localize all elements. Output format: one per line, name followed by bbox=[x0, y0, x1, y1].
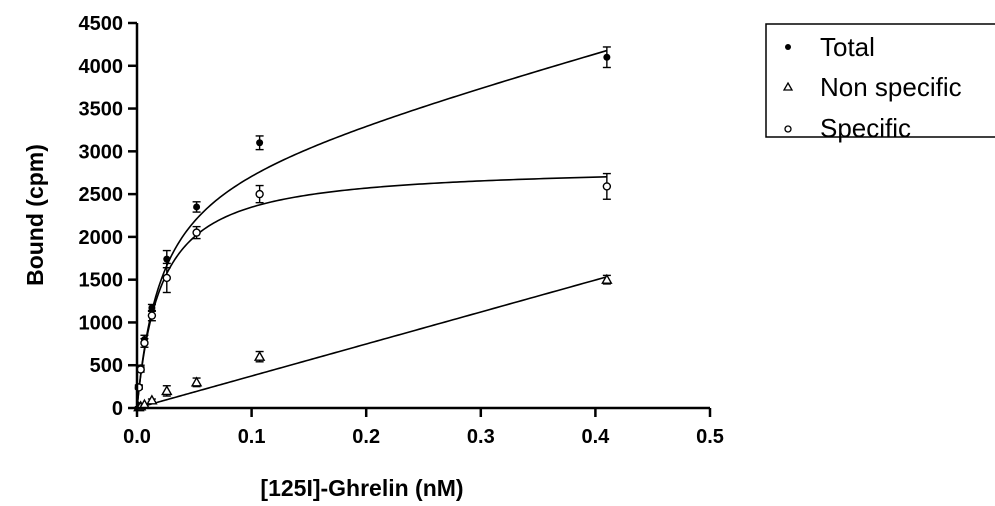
y-tick-label: 3000 bbox=[79, 141, 124, 163]
y-tick-label: 2500 bbox=[79, 184, 124, 206]
fit-curve-specific bbox=[136, 176, 607, 409]
data-point-nonspecific bbox=[190, 376, 203, 387]
y-tick-label: 1500 bbox=[79, 270, 124, 292]
plot-area bbox=[133, 46, 613, 412]
y-tick-label: 3500 bbox=[79, 99, 124, 121]
x-tick-label: 0.1 bbox=[238, 426, 266, 448]
series-specific bbox=[134, 172, 612, 392]
data-point-total bbox=[163, 255, 171, 263]
legend-box bbox=[765, 23, 995, 138]
y-tick-label: 500 bbox=[90, 355, 123, 377]
legend-item-nonspecific: Non specific bbox=[782, 72, 962, 102]
y-tick-label: 4500 bbox=[79, 13, 124, 35]
legend: Total Non specific Specific bbox=[765, 23, 995, 143]
series-total bbox=[134, 46, 611, 391]
data-point-specific bbox=[255, 189, 264, 199]
y-tick-label: 4000 bbox=[79, 56, 124, 78]
data-point-nonspecific bbox=[146, 394, 158, 405]
legend-item-total: Total bbox=[785, 32, 875, 62]
x-axis: 0.0 0.1 0.2 0.3 0.4 0.5 bbox=[123, 406, 724, 448]
x-tick-label: 0.0 bbox=[123, 426, 151, 448]
y-axis: 0 500 1000 1500 2000 2500 3000 3500 4000 4500 bbox=[79, 13, 139, 420]
x-tick-label: 0.4 bbox=[581, 426, 610, 448]
filled-circle-icon bbox=[785, 44, 791, 50]
y-tick-label: 2000 bbox=[79, 227, 124, 249]
data-point-specific bbox=[147, 311, 157, 320]
data-point-specific bbox=[602, 182, 612, 191]
y-tick-label: 0 bbox=[112, 398, 123, 420]
x-tick-label: 0.5 bbox=[696, 426, 724, 448]
data-point-total bbox=[603, 53, 611, 61]
y-axis-title: Bound (cpm) bbox=[22, 144, 48, 286]
y-tick-label: 1000 bbox=[79, 312, 124, 334]
data-point-total bbox=[193, 203, 201, 211]
legend-item-specific: Specific bbox=[784, 113, 911, 143]
data-point-nonspecific bbox=[161, 384, 173, 396]
open-circle-icon bbox=[784, 125, 792, 133]
x-tick-label: 0.3 bbox=[467, 426, 495, 448]
data-point-specific bbox=[192, 228, 201, 237]
x-axis-title: [125I]-Ghrelin (nM) bbox=[260, 475, 463, 501]
data-point-nonspecific bbox=[253, 350, 266, 361]
data-point-nonspecific bbox=[601, 273, 613, 284]
legend-label-specific: Specific bbox=[820, 113, 911, 143]
data-point-specific bbox=[140, 338, 149, 348]
legend-label-nonspecific: Non specific bbox=[820, 72, 962, 102]
data-point-total bbox=[256, 139, 264, 147]
x-tick-label: 0.2 bbox=[352, 426, 380, 448]
data-point-specific bbox=[162, 273, 171, 283]
open-triangle-icon bbox=[782, 81, 794, 91]
fit-curve-nonspecific bbox=[136, 276, 608, 409]
legend-label-total: Total bbox=[820, 32, 875, 62]
fit-curve-total bbox=[136, 49, 608, 409]
data-point-total bbox=[148, 304, 156, 312]
